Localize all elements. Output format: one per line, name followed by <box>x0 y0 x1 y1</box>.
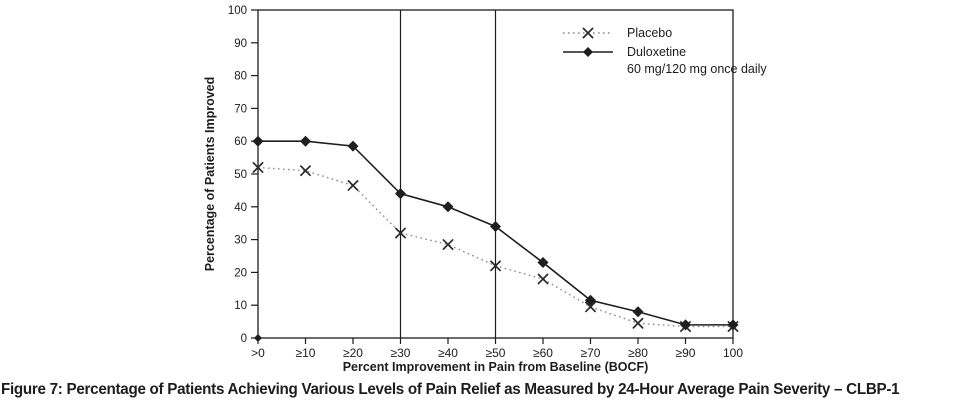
legend-placebo-label: Placebo <box>627 26 672 40</box>
duloxetine-point-marker <box>395 188 406 200</box>
figure-caption: Figure 7: Percentage of Patients Achievi… <box>0 381 900 398</box>
y-tick-label: 100 <box>228 5 247 17</box>
y-tick-label: 60 <box>234 136 247 148</box>
legend-diamond-icon <box>583 47 593 57</box>
placebo-point-marker <box>252 161 264 173</box>
duloxetine-point-marker <box>632 306 644 318</box>
y-tick-label: 70 <box>234 103 247 115</box>
x-tick-label: ≥90 <box>676 346 696 360</box>
duloxetine-point-marker <box>490 220 501 232</box>
x-tick-label: ≥10 <box>296 346 316 360</box>
x-tick-label: ≥30 <box>391 346 411 360</box>
x-tick-label: ≥60 <box>533 346 553 360</box>
y-tick-label: 20 <box>234 267 247 279</box>
x-tick-label: 100 <box>723 346 743 360</box>
legend-duloxetine-label: Duloxetine <box>627 45 686 59</box>
y-tick-label: 50 <box>234 169 247 181</box>
y-tick-label: 40 <box>234 202 247 214</box>
x-tick-label: >0 <box>251 346 265 360</box>
duloxetine-point-marker <box>442 201 454 213</box>
placebo-point-marker <box>632 317 644 329</box>
y-tick-label: 0 <box>241 333 247 345</box>
placebo-point-marker <box>395 227 406 239</box>
y-tick-label: 80 <box>234 71 247 83</box>
placebo-point-marker <box>537 273 549 285</box>
duloxetine-point-marker <box>300 135 311 147</box>
duloxetine-point-marker <box>727 319 739 331</box>
x-axis-title: Percent Improvement in Pain from Baselin… <box>343 360 649 374</box>
placebo-point-marker <box>347 180 359 191</box>
x-tick-label: ≥50 <box>486 346 506 360</box>
origin-marker <box>254 334 262 342</box>
y-axis-title: Percentage of Patients Improved <box>203 77 217 272</box>
x-tick-label: ≥70 <box>581 346 601 360</box>
y-tick-label: 90 <box>234 38 247 50</box>
duloxetine-point-marker <box>252 135 264 147</box>
x-tick-label: ≥80 <box>628 346 648 360</box>
placebo-point-marker <box>442 239 454 250</box>
legend-duloxetine-label: 60 mg/120 mg once daily <box>627 62 767 76</box>
duloxetine-point-marker <box>347 140 359 152</box>
duloxetine-point-marker <box>585 294 596 306</box>
duloxetine-point-marker <box>680 319 691 331</box>
duloxetine-point-marker <box>537 257 549 269</box>
pain-relief-line-chart: 0 10 20 30 40 50 60 70 80 90 100 >0 ≥10 ≥20 ≥30 ≥40 ≥50 ≥… <box>203 5 767 374</box>
y-tick-label: 30 <box>234 235 247 247</box>
legend-x-icon <box>582 27 594 39</box>
x-tick-label: ≥20 <box>343 346 363 360</box>
x-tick-label: ≥40 <box>438 346 458 360</box>
placebo-point-marker <box>300 165 311 177</box>
placebo-point-marker <box>490 260 501 272</box>
y-tick-label: 10 <box>234 300 247 312</box>
placebo-point-marker <box>585 301 596 313</box>
